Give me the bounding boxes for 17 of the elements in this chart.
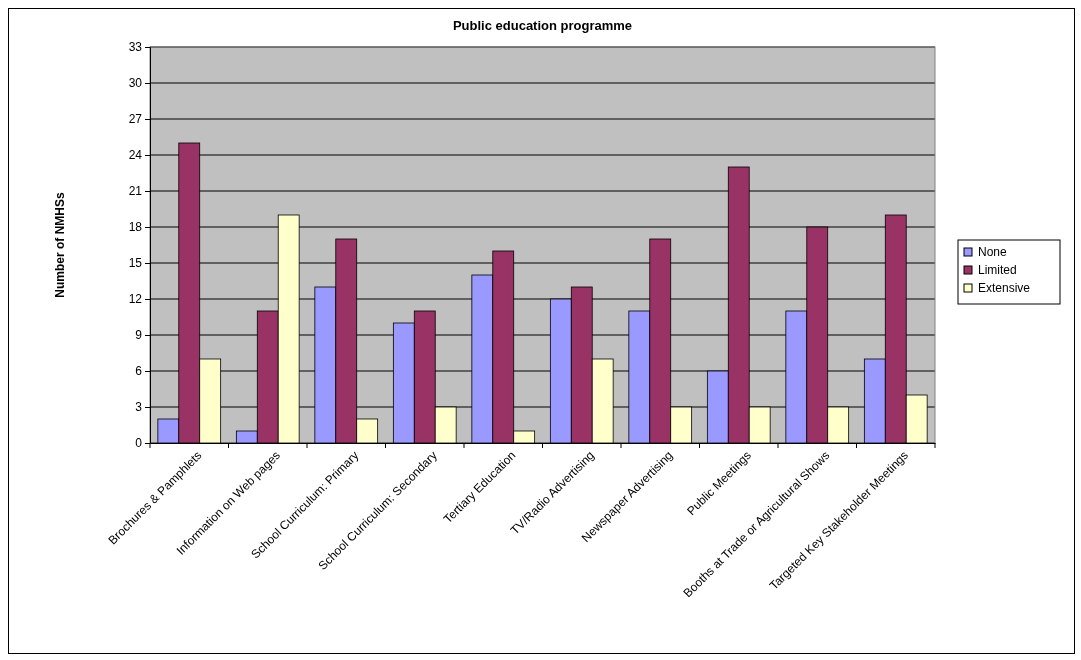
y-tick-label: 33 [128,40,143,55]
legend-label: Limited [978,263,1017,277]
y-tick-label: 9 [135,328,143,343]
y-tick-label: 24 [128,148,143,163]
y-tick-label: 21 [128,184,143,199]
chart-title: Public education programme [452,18,633,33]
y-tick-label: 15 [128,256,143,271]
y-tick-label: 12 [128,292,143,307]
y-tick-label: 3 [135,400,143,415]
y-tick-label: 0 [135,436,143,451]
y-tick-label: 27 [128,112,143,127]
legend-label: Extensive [978,281,1031,295]
legend-label: None [978,245,1008,259]
y-axis-title: Number of NMHSs [53,192,67,298]
y-tick-label: 30 [128,76,143,91]
y-tick-label: 6 [135,364,143,379]
y-tick-label: 18 [128,220,143,235]
